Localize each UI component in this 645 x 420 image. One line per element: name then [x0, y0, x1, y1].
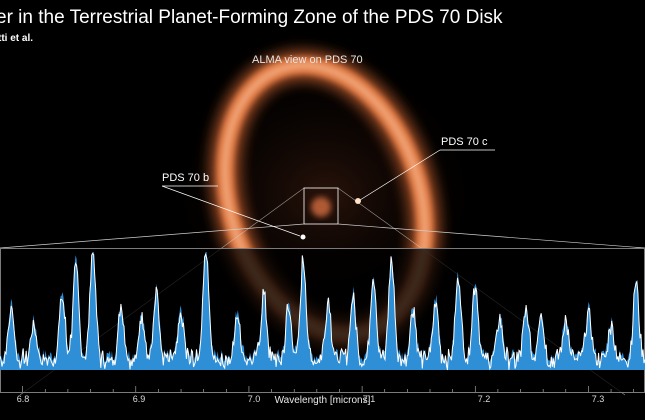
alma-view-label: ALMA view on PDS 70	[252, 54, 363, 66]
planet-c-marker	[355, 198, 361, 204]
planet-c-label: PDS 70 c	[441, 136, 488, 148]
spectrum-fill	[0, 252, 645, 370]
projection-line-left	[0, 223, 305, 249]
central-star	[311, 197, 331, 217]
planet-b-label: PDS 70 b	[162, 172, 210, 184]
x-tick-label: 6.9	[132, 394, 146, 404]
projection-line-right	[337, 223, 645, 249]
x-tick-label: 7.3	[591, 394, 605, 404]
x-tick-label: 7.0	[247, 394, 261, 404]
planet-b-marker	[300, 234, 306, 240]
x-tick-label: 7.2	[477, 394, 491, 404]
x-tick-label: 7.1	[362, 394, 376, 404]
author-credit: tti et al.	[0, 33, 34, 44]
page-title: er in the Terrestrial Planet-Forming Zon…	[0, 7, 503, 28]
x-tick-label: 6.8	[16, 394, 30, 404]
model-line	[0, 252, 645, 371]
x-axis-label: Wavelength [microns]	[274, 395, 371, 406]
zoom-box	[303, 187, 339, 225]
